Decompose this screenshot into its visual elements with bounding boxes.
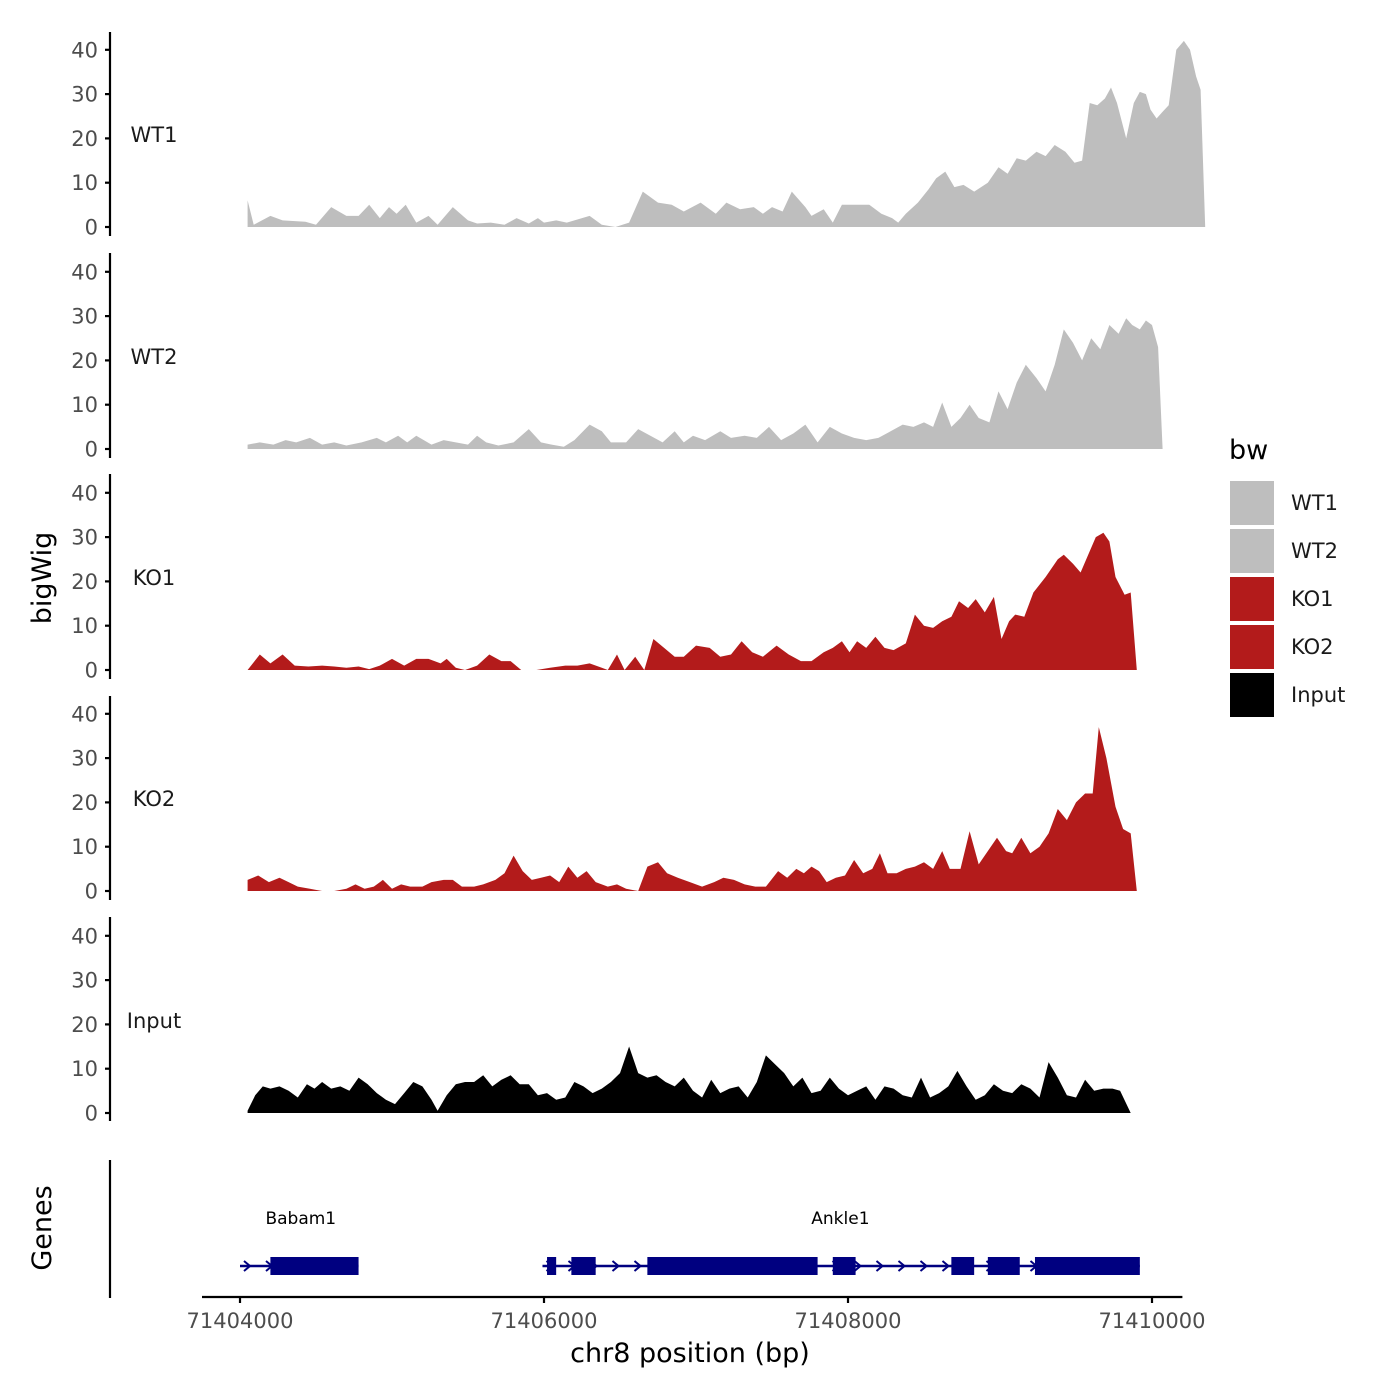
- y-tick-label: 40: [71, 481, 98, 505]
- strand-arrow: [853, 1260, 863, 1272]
- track-label: KO1: [133, 566, 176, 590]
- area-input: [247, 1046, 1131, 1113]
- coverage-tracks: 0 10 20 30 40 WT1 0 10 20 30 40 WT2 0 10 20 30 40 KO1 0 10 2…: [71, 32, 1206, 1126]
- legend-swatch: [1230, 529, 1274, 573]
- gene-exon: [270, 1257, 359, 1275]
- y-axis-title: bigWig: [27, 532, 58, 625]
- strand-arrow: [633, 1260, 643, 1272]
- y-tick-label: 0: [85, 880, 98, 904]
- legend-swatch: [1230, 481, 1274, 525]
- track-wt2: 0 10 20 30 40 WT2: [71, 253, 1163, 462]
- area-ko2: [247, 727, 1137, 891]
- legend-label: WT2: [1291, 539, 1338, 563]
- gene-label: Babam1: [265, 1209, 336, 1229]
- legend-item-ko2: KO2: [1230, 625, 1334, 669]
- legend-label: WT1: [1291, 491, 1338, 515]
- x-axis: 71404000 71406000 71408000 71410000: [187, 1295, 1206, 1333]
- strand-arrow: [941, 1260, 951, 1272]
- y-tick-label: 40: [71, 924, 98, 948]
- y-tick-label: 30: [71, 83, 98, 107]
- strand-arrow: [611, 1260, 621, 1272]
- gene-ankle1: Ankle1: [542, 1209, 1140, 1275]
- y-tick-label: 10: [71, 614, 98, 638]
- y-tick-label: 30: [71, 526, 98, 550]
- x-axis-title: chr8 position (bp): [570, 1338, 810, 1369]
- y-tick-label: 20: [71, 791, 98, 815]
- gene-exon: [647, 1257, 818, 1275]
- x-tick-label: 71404000: [187, 1309, 294, 1333]
- gene-exon: [571, 1257, 596, 1275]
- track-ko2: 0 10 20 30 40 KO2: [71, 696, 1137, 904]
- y-tick-label: 0: [85, 216, 98, 240]
- legend-label: KO2: [1291, 635, 1334, 659]
- y-tick-label: 20: [71, 349, 98, 373]
- legend-label: KO1: [1291, 587, 1334, 611]
- legend-item-wt2: WT2: [1230, 529, 1338, 573]
- genes-track: Genes Babam1 Ankle1: [27, 1160, 1140, 1298]
- y-tick-label: 30: [71, 969, 98, 993]
- y-tick-label: 40: [71, 38, 98, 62]
- area-wt1: [247, 40, 1206, 228]
- gene-label: Ankle1: [811, 1209, 869, 1229]
- y-tick-label: 10: [71, 1057, 98, 1081]
- track-input: 0 10 20 30 40 Input: [71, 917, 1131, 1126]
- legend: bw WT1 WT2 KO1 KO2 Input: [1229, 435, 1345, 717]
- gene-exon: [547, 1257, 557, 1275]
- legend-title: bw: [1229, 435, 1268, 466]
- legend-label: Input: [1291, 683, 1345, 707]
- strand-arrow: [897, 1260, 907, 1272]
- genes-track-label: Genes: [27, 1185, 58, 1270]
- strand-arrow: [875, 1260, 885, 1272]
- legend-item-input: Input: [1230, 673, 1345, 717]
- strand-arrow: [919, 1260, 929, 1272]
- gene-babam1: Babam1: [240, 1209, 359, 1275]
- track-label: WT1: [131, 123, 178, 147]
- x-tick-label: 71406000: [491, 1309, 598, 1333]
- legend-item-wt1: WT1: [1230, 481, 1338, 525]
- strand-arrow: [243, 1260, 252, 1272]
- y-tick-label: 40: [71, 702, 98, 726]
- legend-swatch: [1230, 577, 1274, 621]
- x-tick-label: 71408000: [795, 1309, 902, 1333]
- gene-exon: [832, 1257, 856, 1275]
- legend-item-ko1: KO1: [1230, 577, 1334, 621]
- y-tick-label: 30: [71, 305, 98, 329]
- y-tick-label: 0: [85, 659, 98, 683]
- y-tick-label: 0: [85, 1102, 98, 1126]
- gene-exon: [1034, 1257, 1140, 1275]
- y-tick-label: 10: [71, 171, 98, 195]
- area-wt2: [247, 318, 1163, 449]
- y-tick-label: 40: [71, 260, 98, 284]
- gene-exon: [987, 1257, 1020, 1275]
- track-ko1: 0 10 20 30 40 KO1: [71, 474, 1137, 683]
- y-tick-label: 30: [71, 747, 98, 771]
- y-tick-label: 10: [71, 835, 98, 859]
- legend-swatch: [1230, 625, 1274, 669]
- y-tick-label: 0: [85, 438, 98, 462]
- y-tick-label: 20: [71, 570, 98, 594]
- y-tick-label: 20: [71, 1013, 98, 1037]
- track-label: KO2: [133, 787, 176, 811]
- gene-exon: [951, 1257, 975, 1275]
- x-tick-label: 71410000: [1099, 1309, 1206, 1333]
- track-label: WT2: [131, 345, 178, 369]
- track-label: Input: [127, 1009, 181, 1033]
- area-ko1: [247, 532, 1137, 670]
- y-tick-label: 20: [71, 127, 98, 151]
- track-wt1: 0 10 20 30 40 WT1: [71, 32, 1206, 240]
- y-tick-label: 10: [71, 393, 98, 417]
- legend-swatch: [1230, 673, 1274, 717]
